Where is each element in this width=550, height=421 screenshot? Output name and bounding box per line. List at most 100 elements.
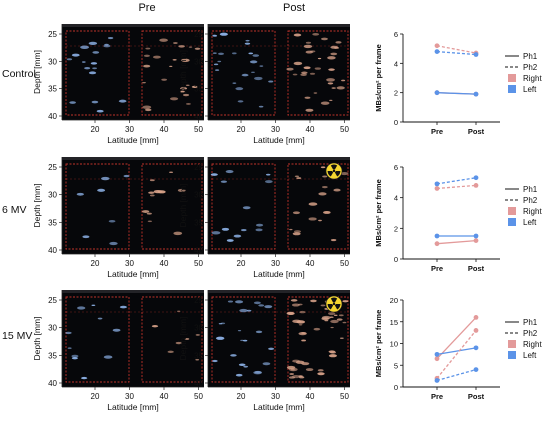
microbubble xyxy=(227,300,234,303)
series-point xyxy=(434,49,440,54)
microbubble xyxy=(313,327,321,331)
microbubble xyxy=(251,71,255,74)
y-tick-label: 40 xyxy=(48,112,57,121)
microbubble xyxy=(103,44,111,48)
microbubble xyxy=(290,299,298,302)
chart-y-axis-label: MBs/cm² per frame xyxy=(374,310,383,378)
x-tick-label: 20 xyxy=(91,125,100,134)
microbubble xyxy=(225,170,234,174)
microbubble xyxy=(265,173,271,176)
y-tick-label: 35 xyxy=(194,85,203,94)
microbubble xyxy=(303,44,313,49)
x-tick-label: 50 xyxy=(340,125,349,134)
microbubble xyxy=(286,67,294,71)
microbubble xyxy=(322,175,328,178)
line-chart-6-mv: 0 2 4 6 Pre Post MBs/cm² per frame Ph1 Ph2 Right L… xyxy=(374,163,542,273)
x-tick-label: 50 xyxy=(194,259,203,268)
x-axis-label: Latitude [mm] xyxy=(107,402,159,412)
microbubble xyxy=(159,38,168,42)
legend-left-label: Left xyxy=(523,218,537,227)
y-tick-label: 35 xyxy=(48,218,57,227)
microbubble xyxy=(185,84,190,86)
ultrasound-panel-6-mv-post: 25 30 35 40 Depth [mm] 20 30 40 50 Latitude [mm] xyxy=(178,157,350,279)
x-tick-label: 20 xyxy=(237,125,246,134)
chart-y-axis-label: MBs/cm² per frame xyxy=(374,44,383,112)
microbubble xyxy=(215,336,225,340)
microbubble xyxy=(268,347,275,350)
microbubble xyxy=(167,350,174,354)
microbubble xyxy=(221,227,230,231)
legend-left-label: Left xyxy=(523,351,537,360)
microbubble xyxy=(262,362,271,366)
y-tick-label: 25 xyxy=(194,30,203,39)
ultrasound-image xyxy=(62,24,204,120)
radiation-blade xyxy=(334,304,341,310)
microbubble xyxy=(180,90,185,93)
microbubble xyxy=(88,41,98,46)
microbubble xyxy=(151,325,159,328)
series-line xyxy=(436,92,477,95)
microbubble xyxy=(173,231,183,236)
microbubble xyxy=(255,228,263,232)
microbubble xyxy=(97,317,103,320)
microbubble xyxy=(244,42,251,45)
microbubble xyxy=(301,339,306,342)
microbubble xyxy=(328,68,335,71)
microbubble xyxy=(92,67,97,70)
microbubble xyxy=(142,105,152,109)
microbubble xyxy=(240,339,244,342)
microbubble xyxy=(212,52,217,54)
radiation-blade xyxy=(334,171,341,177)
chart-y-tick-label: 10 xyxy=(390,340,398,349)
y-tick-label: 30 xyxy=(194,57,203,66)
roi-left xyxy=(211,163,276,250)
skin-line xyxy=(62,157,204,160)
microbubble xyxy=(336,86,345,90)
chart-legend: Ph1 Ph2 Right Left xyxy=(505,318,542,360)
microbubble xyxy=(219,32,228,36)
chart-y-tick-label: 4 xyxy=(394,59,398,68)
microbubble xyxy=(66,58,73,61)
microbubble xyxy=(324,319,329,322)
microbubble xyxy=(323,210,331,214)
microbubble xyxy=(242,206,251,210)
microbubble xyxy=(242,339,248,342)
series-point xyxy=(473,52,479,57)
microbubble xyxy=(80,45,90,50)
x-tick-label: 30 xyxy=(125,259,134,268)
roi-right xyxy=(287,296,349,383)
microbubble xyxy=(148,191,155,194)
chart-x-tick-label: Pre xyxy=(431,264,443,273)
microbubble xyxy=(258,105,264,108)
radiation-blade xyxy=(327,304,334,310)
microbubble xyxy=(289,373,295,375)
microbubble xyxy=(298,324,303,326)
microbubble xyxy=(338,314,344,317)
y-tick-label: 40 xyxy=(194,112,203,121)
series-point xyxy=(473,175,479,181)
microbubble xyxy=(318,192,327,196)
microbubble xyxy=(288,367,298,372)
microbubble xyxy=(184,338,190,340)
y-tick-label: 25 xyxy=(48,296,57,305)
legend-ph2-label: Ph2 xyxy=(523,196,538,205)
series-point xyxy=(473,183,479,188)
radiation-center xyxy=(332,302,336,306)
microbubble xyxy=(147,220,152,223)
ultrasound-image xyxy=(62,290,204,387)
x-tick-label: 40 xyxy=(306,125,315,134)
y-tick-label: 25 xyxy=(48,163,57,172)
microbubble xyxy=(292,374,301,379)
microbubble xyxy=(331,87,336,89)
microbubble xyxy=(218,323,223,325)
microbubble xyxy=(109,241,118,246)
microbubble xyxy=(71,354,79,358)
x-tick-label: 40 xyxy=(306,392,315,401)
microbubble xyxy=(333,314,338,317)
microbubble xyxy=(143,64,151,68)
microbubble xyxy=(182,93,190,97)
series-line xyxy=(436,177,477,185)
chart-x-tick-label: Pre xyxy=(431,127,443,136)
microbubble xyxy=(301,71,308,74)
